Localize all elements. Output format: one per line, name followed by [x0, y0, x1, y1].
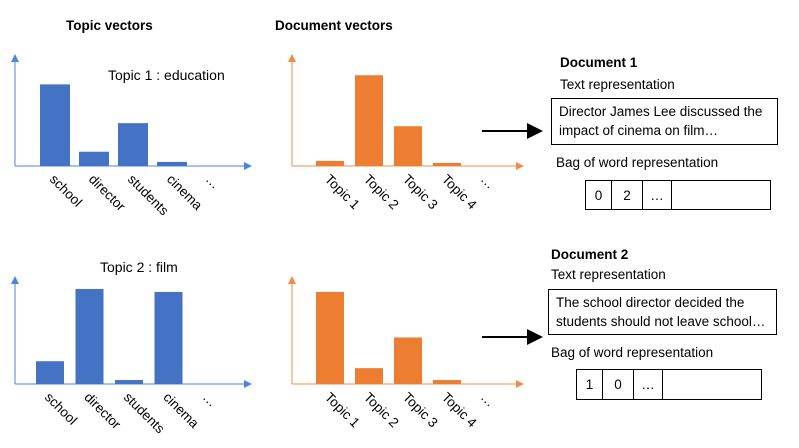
bow-cell [663, 370, 761, 399]
document-2-text-label: Text representation [551, 267, 666, 282]
bar [157, 161, 187, 166]
bow-cell: 1 [577, 370, 603, 399]
bar [394, 337, 422, 384]
bar [355, 75, 383, 166]
tick-label: students [125, 172, 172, 219]
tick-label: director [81, 390, 124, 433]
document-2-text-box: The school director decided the students… [548, 289, 777, 335]
bow-cell: … [643, 181, 672, 209]
tick-label: … [203, 172, 223, 192]
document-1-bow-box: 0 2 … [585, 180, 771, 210]
bar [355, 368, 383, 384]
bow-cell: 2 [612, 181, 643, 209]
bar [118, 123, 148, 166]
tick-label: Topic 2 [361, 172, 402, 213]
tick-label: … [478, 172, 498, 192]
bar [394, 126, 422, 166]
document-2-title: Document 2 [551, 247, 629, 262]
bow-cell: 0 [603, 370, 634, 399]
tick-label: … [200, 390, 220, 410]
tick-label: Topic 3 [400, 390, 441, 431]
document-2-bow-label: Bag of word representation [551, 345, 714, 360]
bar [316, 291, 344, 384]
tick-label: Topic 2 [361, 390, 402, 431]
bar [79, 151, 109, 166]
topic-2-title: Topic 2 : film [100, 259, 178, 275]
tick-label: Topic 1 [322, 172, 363, 213]
document-1-bow-label: Bag of word representation [556, 155, 719, 170]
tick-label: … [478, 390, 498, 410]
document-2-bow-box: 1 0 … [576, 369, 762, 400]
bar [40, 84, 70, 166]
bar [75, 288, 104, 384]
bow-cell: 0 [586, 181, 612, 209]
tick-label: Topic 4 [439, 172, 480, 213]
bow-cell [672, 181, 770, 209]
topic-vectors-header: Topic vectors [66, 18, 153, 33]
bow-cell: … [634, 370, 663, 399]
tick-label: Topic 4 [439, 390, 480, 431]
document-1-text-label: Text representation [560, 77, 675, 92]
bar [433, 380, 461, 384]
bar [36, 361, 64, 384]
tick-label: Topic 1 [322, 390, 363, 431]
tick-label: students [121, 390, 168, 437]
bar [115, 380, 143, 384]
tick-label: school [47, 172, 85, 210]
tick-label: school [42, 390, 80, 428]
bar [154, 291, 183, 384]
document-vectors-header: Document vectors [275, 18, 393, 33]
document-1-text-box: Director James Lee discussed the impact … [551, 98, 778, 145]
topic-1-title: Topic 1 : education [108, 67, 225, 83]
bar [433, 162, 461, 166]
tick-label: director [86, 172, 129, 215]
document-1-title: Document 1 [560, 55, 638, 70]
tick-label: Topic 3 [400, 172, 441, 213]
bar [316, 160, 344, 166]
topic-2-chart: school directorstudentscinema… [11, 276, 252, 437]
